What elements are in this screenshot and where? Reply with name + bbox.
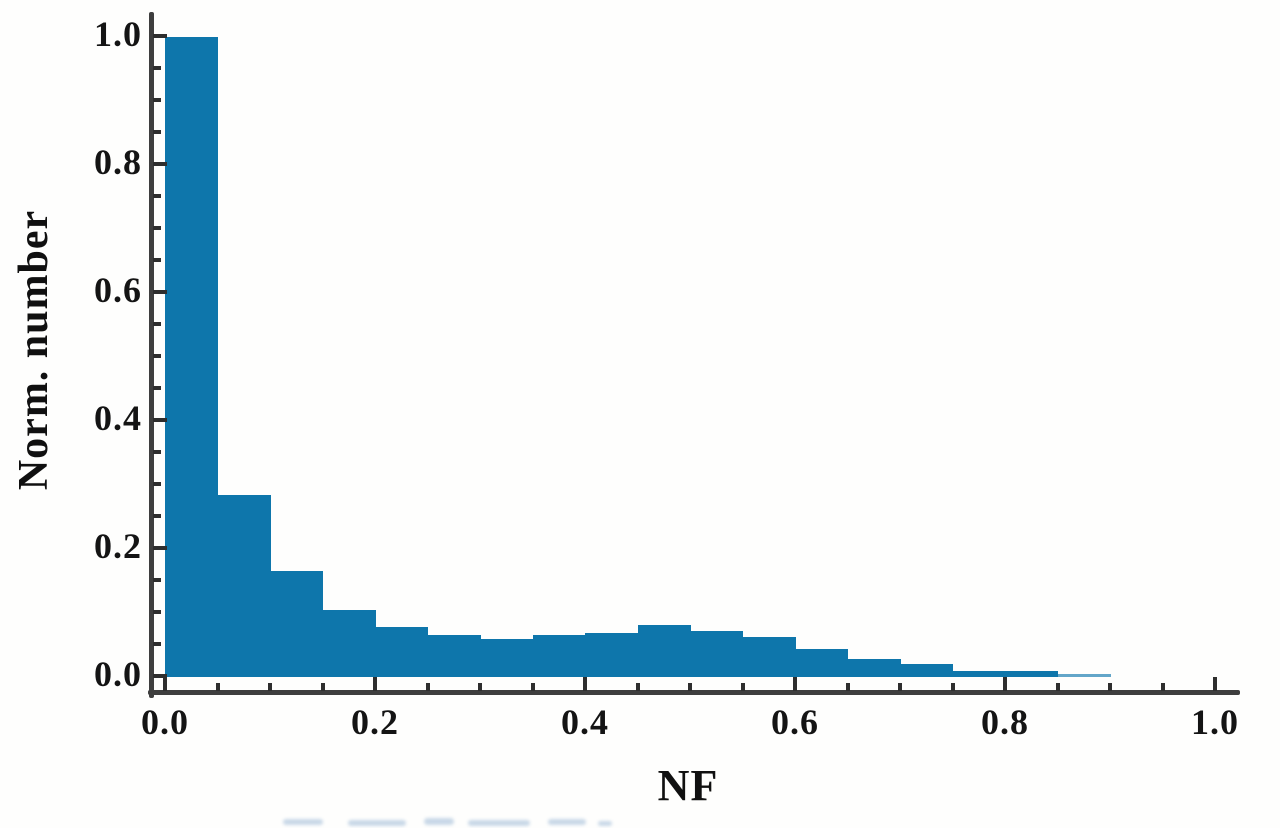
y-minor-tick	[153, 642, 161, 646]
x-minor-tick	[215, 683, 220, 691]
histogram-bar	[375, 627, 429, 677]
y-axis-line	[149, 12, 154, 698]
x-minor-tick	[635, 683, 640, 691]
bottom-artifact-blob	[548, 819, 586, 825]
x-minor-tick	[845, 683, 850, 691]
x-major-tick	[793, 677, 797, 691]
y-minor-tick	[153, 130, 161, 134]
bottom-artifact-blob	[598, 821, 612, 826]
histogram-bar	[217, 494, 271, 677]
bottom-artifact-blob	[468, 820, 530, 826]
y-minor-tick	[153, 66, 161, 70]
x-minor-tick	[268, 683, 272, 691]
y-major-tick	[153, 418, 167, 422]
histogram-bar	[532, 634, 586, 677]
y-minor-tick	[153, 194, 161, 198]
histogram-bar	[480, 638, 534, 677]
histogram-bar	[795, 649, 849, 677]
y-tick-label: 0.6	[94, 270, 142, 310]
histogram-bar	[427, 635, 481, 677]
y-axis-title: Norm. number	[11, 209, 57, 491]
x-axis-title: NF	[657, 761, 719, 810]
y-major-tick	[153, 34, 167, 38]
y-major-tick	[153, 162, 167, 166]
x-tick-label: 0.6	[771, 702, 819, 742]
y-minor-tick	[153, 258, 161, 262]
x-minor-tick	[688, 683, 692, 691]
x-minor-tick	[478, 683, 482, 691]
y-major-tick	[153, 546, 167, 550]
x-tick-label: 0.0	[141, 702, 189, 742]
x-tick-label: 0.2	[351, 702, 399, 742]
y-minor-tick	[153, 322, 161, 326]
x-major-tick	[1003, 677, 1007, 691]
bottom-artifact-blob	[424, 818, 454, 825]
x-tick-label: 0.4	[561, 702, 609, 742]
y-minor-tick	[153, 450, 161, 454]
x-major-tick	[583, 677, 587, 691]
x-axis-line	[148, 690, 1240, 695]
x-major-tick	[163, 677, 167, 691]
x-minor-tick	[1055, 683, 1060, 691]
histogram-bar	[585, 633, 639, 677]
histogram-bar	[1005, 670, 1059, 677]
bottom-artifact-blob	[283, 819, 323, 825]
histogram-bar	[952, 670, 1006, 677]
histogram-bar	[637, 624, 691, 677]
y-tick-label: 0.2	[94, 526, 142, 566]
x-major-tick	[373, 677, 377, 691]
histogram-bar	[742, 636, 796, 677]
bottom-artifact-blob	[348, 820, 406, 826]
y-major-tick	[153, 674, 167, 678]
x-tick-label: 1.0	[1191, 702, 1239, 742]
histogram-bar	[847, 659, 901, 677]
x-major-tick	[1213, 677, 1217, 691]
x-tick-label: 0.8	[981, 702, 1029, 742]
y-tick-label: 1.0	[94, 14, 142, 54]
x-minor-tick	[898, 683, 902, 691]
y-minor-tick	[153, 354, 161, 358]
x-minor-tick	[530, 683, 535, 691]
x-minor-tick	[1160, 683, 1165, 691]
x-minor-tick	[740, 683, 745, 691]
histogram-bar	[322, 609, 376, 677]
y-minor-tick	[153, 98, 161, 102]
histogram-bar	[270, 571, 324, 677]
y-major-tick	[153, 290, 167, 294]
x-minor-tick	[425, 683, 430, 691]
y-minor-tick	[153, 482, 161, 486]
x-minor-tick	[950, 683, 955, 691]
histogram-bar	[690, 630, 744, 677]
y-tick-label: 0.0	[94, 654, 142, 694]
y-minor-tick	[153, 514, 161, 518]
histogram-bar	[165, 37, 219, 677]
y-minor-tick	[153, 386, 161, 390]
y-tick-label: 0.8	[94, 142, 142, 182]
y-tick-label: 0.4	[94, 398, 142, 438]
y-minor-tick	[153, 578, 161, 582]
x-minor-tick	[320, 683, 325, 691]
histogram-bar	[1057, 673, 1111, 677]
histogram-bar	[900, 663, 954, 677]
y-minor-tick	[153, 226, 161, 230]
y-minor-tick	[153, 610, 161, 614]
x-minor-tick	[1108, 683, 1112, 691]
